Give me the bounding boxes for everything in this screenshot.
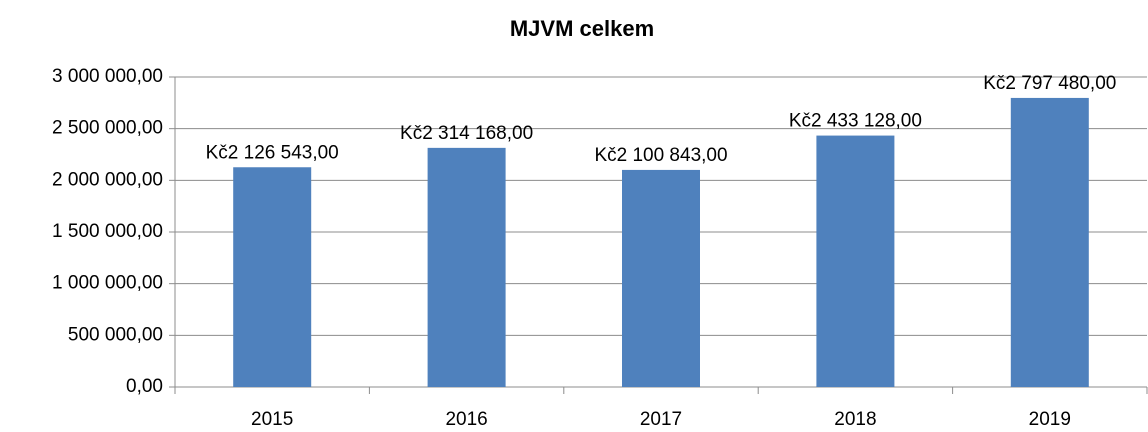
data-label: Kč2 797 480,00 (983, 73, 1116, 94)
x-tick-label: 2018 (834, 409, 876, 430)
bar (1010, 97, 1089, 387)
y-tick-label: 1 500 000,00 (52, 221, 163, 242)
data-label: Kč2 314 168,00 (400, 123, 533, 144)
x-tick-label: 2016 (445, 409, 487, 430)
bar (622, 169, 700, 387)
y-tick-label: 0,00 (126, 376, 163, 397)
x-tick-label: 2019 (1029, 409, 1071, 430)
y-tick-label: 3 000 000,00 (52, 66, 163, 87)
data-label: Kč2 126 543,00 (206, 142, 339, 163)
y-tick-label: 2 000 000,00 (52, 169, 163, 190)
y-tick-label: 2 500 000,00 (52, 118, 163, 139)
bar (427, 147, 506, 387)
bar (816, 135, 895, 387)
data-label: Kč2 433 128,00 (789, 111, 922, 132)
x-tick-label: 2017 (640, 409, 682, 430)
bar (233, 167, 312, 387)
x-tick-label: 2015 (251, 409, 293, 430)
chart-title: MJVM celkem (510, 16, 654, 41)
y-tick-label: 1 000 000,00 (52, 273, 163, 294)
data-label: Kč2 100 843,00 (594, 145, 727, 166)
y-tick-label: 500 000,00 (68, 324, 163, 345)
